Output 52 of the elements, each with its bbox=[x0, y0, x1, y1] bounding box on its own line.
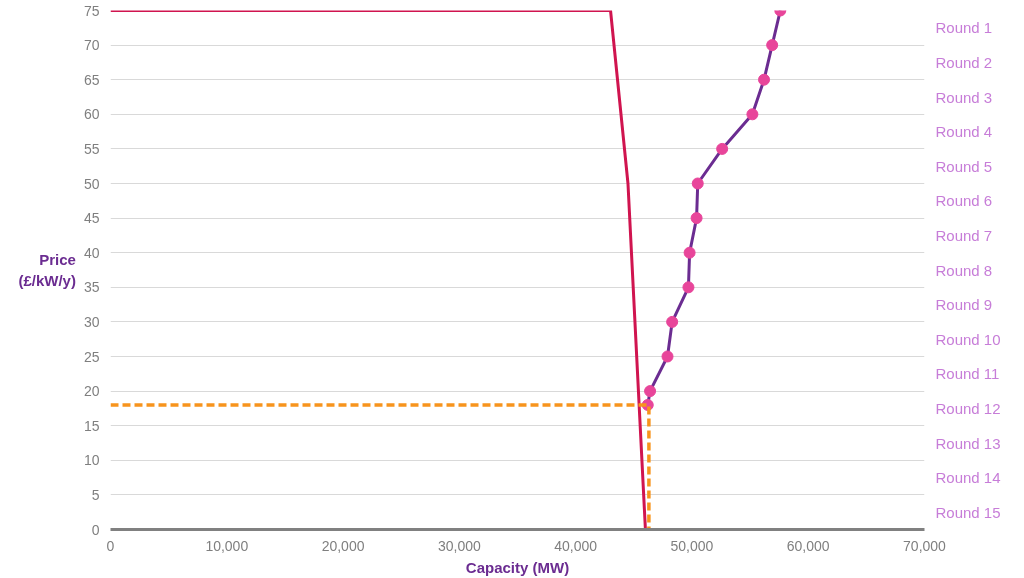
y-tick-label: 30 bbox=[83, 313, 100, 330]
x-tick-label: 30,000 bbox=[437, 537, 481, 554]
y-tick-label: 45 bbox=[83, 210, 100, 227]
text: Round 11 bbox=[935, 365, 1000, 383]
y-tick-label: 65 bbox=[83, 71, 100, 88]
x-tick-label: 70,000 bbox=[903, 537, 947, 554]
y-tick-label: 5 bbox=[91, 486, 100, 503]
y-tick-label: 15 bbox=[83, 417, 100, 434]
point bbox=[758, 73, 771, 86]
y-tick-label: 40 bbox=[83, 244, 100, 261]
y-axis-title: Price (£/kW/y) bbox=[18, 251, 76, 289]
text: Round 9 bbox=[935, 296, 993, 314]
text: Round 13 bbox=[935, 434, 1001, 452]
x-tick-label: 0 bbox=[106, 537, 115, 554]
y-tick-label: 70 bbox=[83, 37, 100, 54]
x-tick-label: 40,000 bbox=[554, 537, 598, 554]
point bbox=[666, 315, 679, 328]
text: Round 1 bbox=[935, 19, 993, 37]
point bbox=[682, 281, 695, 294]
point bbox=[690, 212, 703, 225]
point bbox=[644, 385, 657, 398]
y-tick-label: 60 bbox=[83, 106, 100, 123]
text: Round 3 bbox=[935, 88, 993, 106]
text: Round 12 bbox=[935, 399, 1001, 417]
point bbox=[691, 177, 704, 190]
point bbox=[661, 350, 674, 363]
x-tick-label: 50,000 bbox=[670, 537, 714, 554]
y-tick-label: 20 bbox=[83, 383, 100, 400]
text: Round 14 bbox=[935, 469, 1001, 487]
text: Round 8 bbox=[935, 261, 993, 279]
y-tick-label: 10 bbox=[83, 452, 100, 469]
x-axis-title: Capacity (MW) bbox=[465, 558, 570, 576]
y-tick-label: 0 bbox=[91, 521, 100, 538]
x-tick-label: 10,000 bbox=[205, 537, 249, 554]
x-tick-label: 20,000 bbox=[321, 537, 365, 554]
text: Round 15 bbox=[935, 503, 1001, 521]
y-tick-label: 35 bbox=[83, 279, 100, 296]
y-tick-label: 75 bbox=[83, 2, 100, 19]
x-tick-label: 60,000 bbox=[786, 537, 830, 554]
text: Round 7 bbox=[935, 226, 993, 244]
text: Round 2 bbox=[935, 53, 993, 71]
point bbox=[683, 246, 696, 259]
y-tick-label: 55 bbox=[83, 140, 100, 157]
text: Round 6 bbox=[935, 192, 993, 210]
point bbox=[766, 39, 779, 52]
text: Round 10 bbox=[935, 330, 1001, 348]
text: Round 5 bbox=[935, 157, 993, 175]
text: Round 4 bbox=[935, 123, 993, 141]
point bbox=[746, 108, 759, 121]
y-tick-label: 25 bbox=[83, 348, 100, 365]
y-tick-label: 50 bbox=[83, 175, 100, 192]
point bbox=[716, 142, 729, 155]
